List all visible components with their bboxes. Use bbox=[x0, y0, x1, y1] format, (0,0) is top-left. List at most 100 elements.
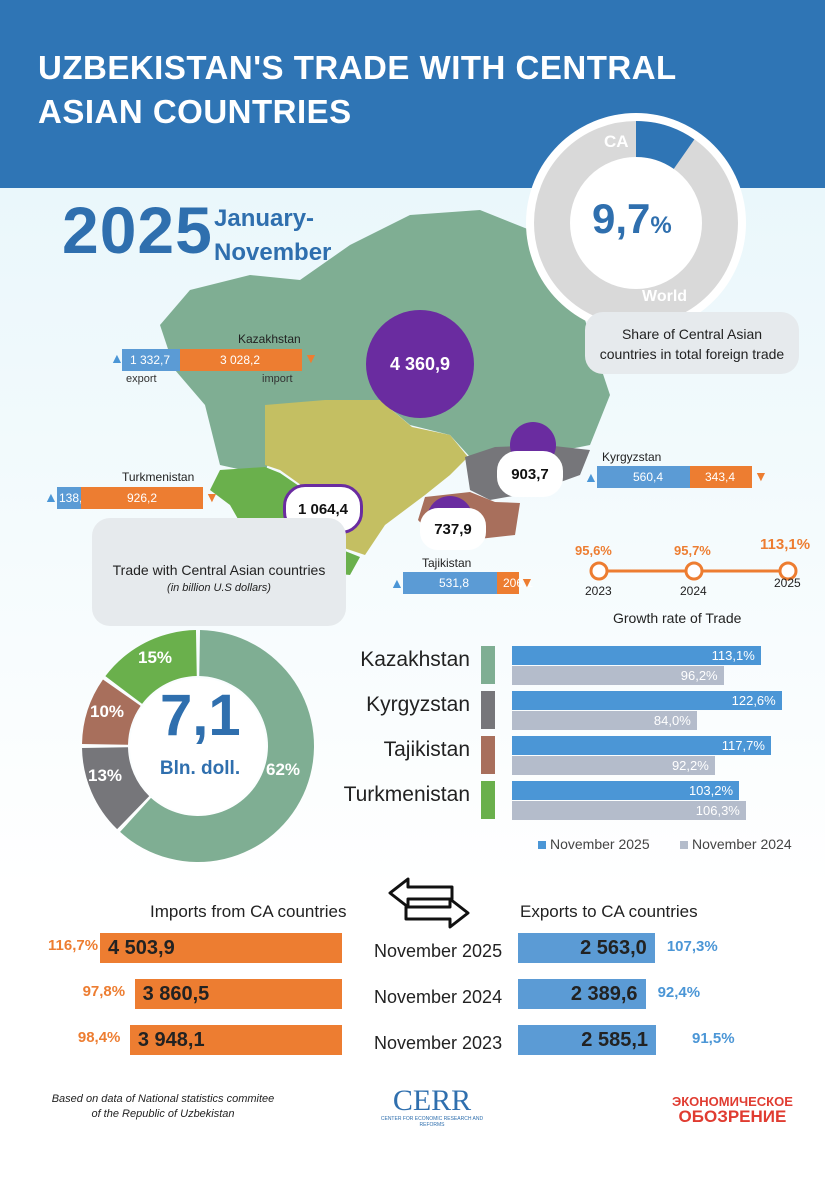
period-row-label: November 2023 bbox=[374, 1033, 503, 1053]
exports-title: Exports to CA countries bbox=[520, 902, 698, 921]
turkmenistan-import-bar: 926,2 bbox=[81, 487, 203, 509]
growth-value-2025: 113,1% bbox=[760, 536, 811, 553]
kyrgyzstan-total-circle: 903,7 bbox=[497, 451, 563, 497]
map-caption-subtitle: (in billion U.S dollars) bbox=[167, 582, 271, 594]
export-arrow-icon: ▲ bbox=[44, 489, 58, 505]
export-label: export bbox=[126, 373, 157, 385]
legend-2025: November 2025 bbox=[538, 836, 650, 852]
growth-title: Growth rate of Trade bbox=[613, 610, 742, 626]
kazakhstan-total-circle: 4 360,9 bbox=[366, 310, 474, 418]
cerr-logo: CERR CENTER FOR ECONOMIC RESEARCH AND RE… bbox=[380, 1084, 484, 1129]
tajikistan-total: 737,9 bbox=[434, 520, 472, 538]
export-growth: 92,4% bbox=[657, 984, 701, 1001]
share-value-unit: % bbox=[650, 212, 672, 239]
growth-year-2023: 2023 bbox=[585, 584, 612, 598]
tajikistan-total-circle: 737,9 bbox=[420, 508, 486, 550]
kyrgyzstan-export-bar: 560,4 bbox=[597, 466, 690, 488]
bar-category-marker bbox=[481, 646, 495, 684]
period-row-label: November 2025 bbox=[374, 941, 503, 961]
kazakhstan-export-value: 1 332,7 bbox=[130, 353, 171, 367]
tajikistan-export-bar: 531,8 bbox=[403, 572, 497, 594]
growth-value-2023: 95,6% bbox=[575, 543, 612, 558]
source-line-1: Based on data of National statistics com… bbox=[51, 1093, 275, 1105]
donut-center-value: 7,1 bbox=[160, 683, 241, 748]
eo-logo: ЭКОНОМИЧЕСКОЕ ОБОЗРЕНИЕ bbox=[672, 1094, 793, 1126]
export-arrow-icon: ▲ bbox=[110, 350, 124, 366]
growth-year-2025: 2025 bbox=[774, 576, 801, 590]
bar-2025-tajikistan: 117,7% bbox=[512, 736, 771, 755]
imports-title: Imports from CA countries bbox=[150, 902, 347, 921]
growth-2024-marker bbox=[684, 561, 704, 581]
growth-value-2024: 95,7% bbox=[674, 543, 711, 558]
bar-category-turkmenistan: Turkmenistan bbox=[343, 783, 470, 806]
year-label: 2025 bbox=[62, 193, 213, 267]
bar-category-kazakhstan: Kazakhstan bbox=[360, 648, 470, 671]
donut-slice-turkmenistan bbox=[105, 630, 197, 704]
import-bar: 4 503,9 bbox=[100, 933, 342, 963]
export-bar: 2 585,1 bbox=[518, 1025, 656, 1055]
share-world-label: World bbox=[642, 288, 688, 305]
import-label: import bbox=[262, 373, 293, 385]
bar-category-marker bbox=[481, 736, 495, 774]
import-arrow-icon: ▼ bbox=[754, 468, 768, 484]
import-bar: 3 948,1 bbox=[129, 1025, 342, 1055]
kyrgyzstan-import-bar: 343,4 bbox=[690, 466, 752, 488]
legend-2024: November 2024 bbox=[680, 836, 792, 852]
kyrgyzstan-name: Kyrgyzstan bbox=[602, 450, 662, 464]
kyrgyzstan-import-value: 343,4 bbox=[705, 470, 736, 484]
eo-logo-line-2: ОБОЗРЕНИЕ bbox=[678, 1107, 787, 1126]
exchange-arrows-icon bbox=[388, 877, 470, 929]
legend-2024-label: November 2024 bbox=[692, 836, 792, 852]
export-growth: 107,3% bbox=[666, 938, 718, 955]
bar-2025-kyrgyzstan: 122,6% bbox=[512, 691, 782, 710]
bar-2024-kyrgyzstan: 84,0% bbox=[512, 711, 697, 730]
bar-category-kyrgyzstan: Kyrgyzstan bbox=[366, 693, 470, 716]
donut-slice-kyrgyzstan bbox=[82, 747, 150, 830]
share-caption: Share of Central Asian countries in tota… bbox=[585, 312, 799, 374]
map-caption-title: Trade with Central Asian countries bbox=[112, 562, 326, 578]
kazakhstan-export-bar: 1 332,7 bbox=[122, 349, 180, 371]
export-growth: 91,5% bbox=[692, 1030, 735, 1047]
period-row-label: November 2024 bbox=[374, 987, 503, 1007]
bar-2024-kazakhstan: 96,2% bbox=[512, 666, 724, 685]
import-arrow-icon: ▼ bbox=[304, 350, 318, 366]
uzbekistan-shape bbox=[265, 400, 468, 555]
tajikistan-import-bar: 206,1 bbox=[497, 572, 533, 594]
cerr-logo-subtitle: CENTER FOR ECONOMIC RESEARCH AND REFORMS bbox=[380, 1116, 484, 1128]
donut-label-kazakhstan: 62% bbox=[266, 760, 301, 779]
legend-2025-label: November 2025 bbox=[550, 836, 650, 852]
growth-timeline bbox=[589, 561, 798, 581]
growth-year-2024: 2024 bbox=[680, 584, 707, 598]
import-growth: 97,8% bbox=[82, 983, 126, 1000]
turkmenistan-import-value: 926,2 bbox=[127, 491, 158, 505]
share-donut bbox=[526, 113, 746, 333]
page-title: UZBEKISTAN'S TRADE WITH CENTRAL ASIAN CO… bbox=[38, 49, 677, 130]
growth-2025-marker bbox=[778, 561, 798, 581]
donut-hole bbox=[130, 678, 266, 814]
donut-label-turkmenistan: 15% bbox=[138, 648, 173, 667]
kazakhstan-total: 4 360,9 bbox=[389, 353, 451, 374]
export-bar: 2 389,6 bbox=[518, 979, 646, 1009]
share-ca-label: CA bbox=[604, 132, 629, 151]
bar-2024-turkmenistan: 106,3% bbox=[512, 801, 746, 820]
kazakhstan-import-bar: 3 028,2 bbox=[180, 349, 302, 371]
legend-2025-swatch bbox=[538, 841, 546, 849]
import-arrow-icon: ▼ bbox=[205, 489, 219, 505]
bar-category-marker bbox=[481, 691, 495, 729]
kyrgyzstan-total: 903,7 bbox=[511, 465, 549, 483]
donut-slice-tajikistan bbox=[82, 679, 141, 745]
donut-label-tajikistan: 10% bbox=[90, 702, 125, 721]
eo-logo-line-1: ЭКОНОМИЧЕСКОЕ bbox=[672, 1094, 793, 1109]
bar-category-marker bbox=[481, 781, 495, 819]
bar-category-tajikistan: Tajikistan bbox=[383, 738, 470, 761]
cerr-logo-text: CERR bbox=[392, 1084, 472, 1117]
export-arrow-icon: ▲ bbox=[390, 575, 404, 591]
export-arrow-icon: ▲ bbox=[584, 469, 598, 485]
legend-2024-swatch bbox=[680, 841, 688, 849]
share-value-number: 9,7 bbox=[592, 195, 651, 242]
tajikistan-export-value: 531,8 bbox=[439, 576, 470, 590]
kazakhstan-import-value: 3 028,2 bbox=[220, 353, 261, 367]
turkmenistan-name: Turkmenistan bbox=[122, 470, 195, 484]
tajikistan-name: Tajikistan bbox=[422, 556, 472, 570]
turkmenistan-total: 1 064,4 bbox=[297, 500, 349, 518]
